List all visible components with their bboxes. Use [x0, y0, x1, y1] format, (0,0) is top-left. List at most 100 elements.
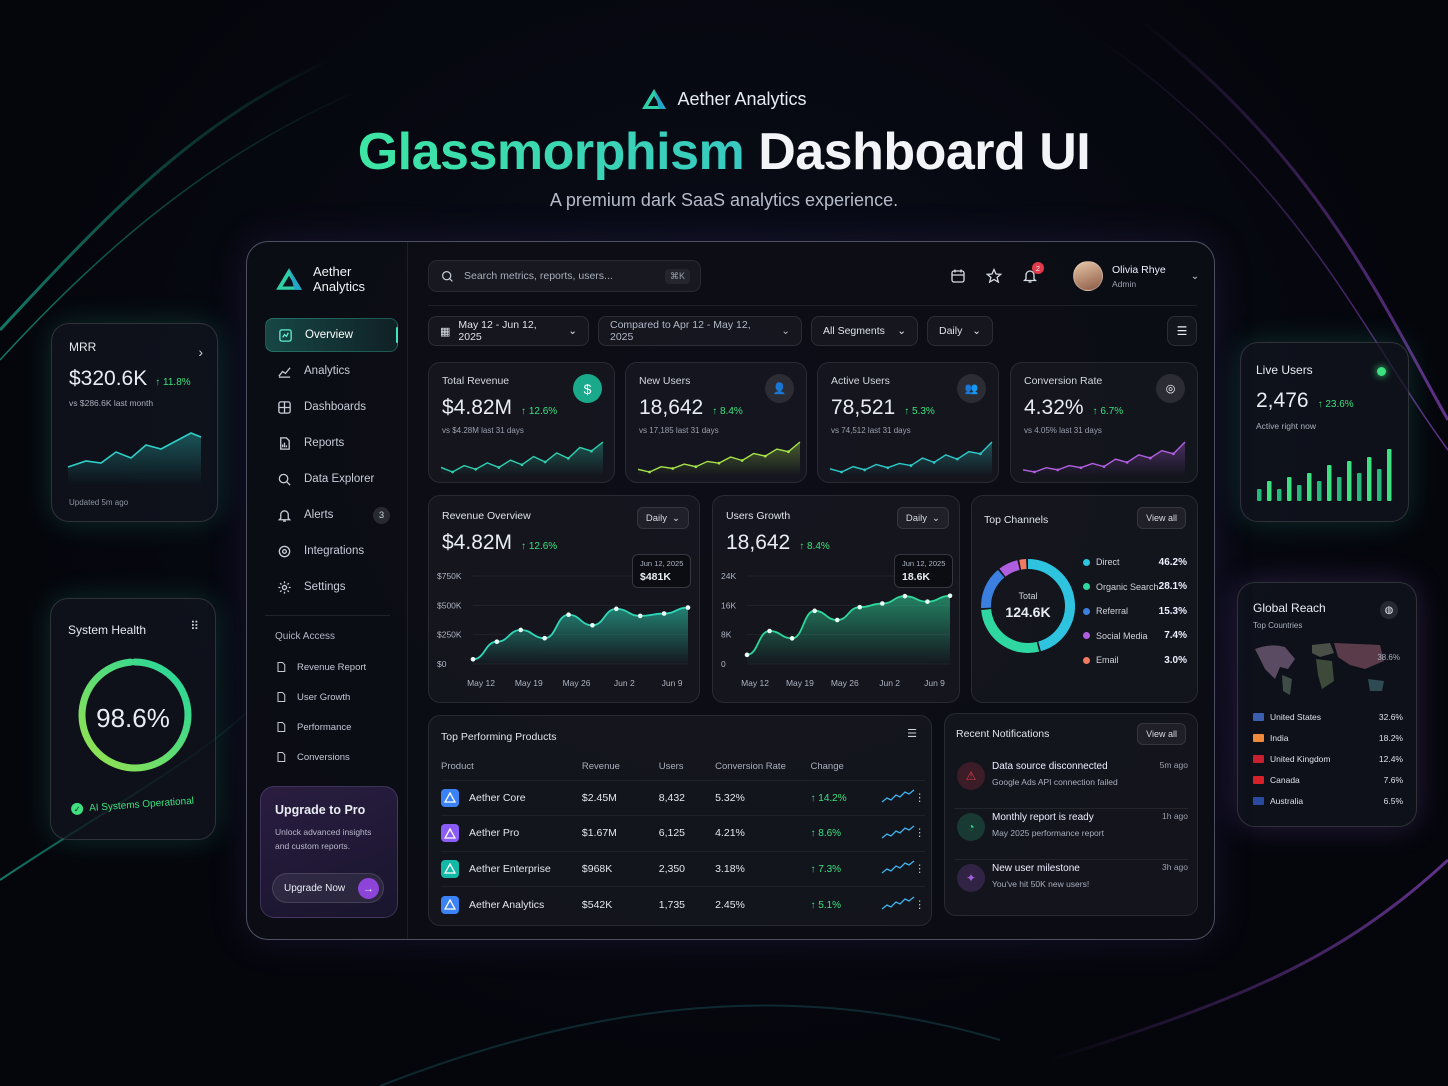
column-header[interactable]: Revenue	[581, 761, 620, 773]
globe-icon[interactable]: ◍	[1380, 601, 1398, 619]
sidebar-logo[interactable]: Aether Analytics	[275, 264, 365, 294]
column-header[interactable]: Product	[441, 761, 474, 773]
sidebar-item-label: Integrations	[304, 545, 365, 557]
compare-select[interactable]: Compared to Apr 12 - May 12, 2025 ⌄	[598, 316, 802, 346]
data-point[interactable]	[637, 613, 643, 619]
row-menu-icon[interactable]: ⋮	[914, 815, 925, 851]
y-tick-label: 0	[721, 659, 726, 669]
data-point[interactable]	[744, 652, 750, 658]
chevron-right-icon[interactable]: ›	[198, 344, 203, 360]
main-content: Search metrics, reports, users... ⌘K 2 O…	[428, 242, 1214, 939]
notifications-view-all-button[interactable]: View all	[1137, 723, 1186, 745]
quick-access-user-growth[interactable]: User Growth	[275, 682, 400, 712]
data-point[interactable]	[947, 593, 953, 599]
sidebar-item-alerts[interactable]: Alerts 3	[265, 498, 398, 532]
donut-slice-social-media[interactable]	[999, 560, 1020, 577]
date-range-select[interactable]: ▦ May 12 - Jun 12, 2025 ⌄	[428, 316, 589, 346]
data-point[interactable]	[590, 622, 595, 628]
list-icon[interactable]: ☰	[907, 728, 917, 740]
column-header[interactable]: Users	[658, 761, 684, 773]
table-row[interactable]: Aether Core $2.45M 8,432 5.32% ↑ 14.2% ⋮	[441, 779, 925, 816]
country-row: United Kingdom 12.4%	[1253, 749, 1403, 770]
data-point[interactable]	[902, 593, 908, 599]
kpi-change: ↑ 5.3%	[904, 406, 935, 417]
filter-settings-button[interactable]: ☰	[1167, 316, 1197, 346]
donut-slice-referral[interactable]	[981, 569, 1005, 609]
data-point[interactable]	[566, 612, 571, 618]
channel-legend-item: Referral 15.3%	[1083, 599, 1187, 624]
country-name: Australia	[1270, 795, 1304, 806]
channels-view-all-button[interactable]: View all	[1137, 507, 1186, 529]
data-point[interactable]	[925, 599, 930, 604]
product-revenue: $1.67M	[581, 815, 659, 851]
star-icon[interactable]	[986, 268, 1002, 284]
sidebar-item-data-explorer[interactable]: Data Explorer	[265, 462, 398, 496]
upgrade-now-button[interactable]: Upgrade Now →	[272, 873, 384, 903]
table-row[interactable]: Aether Pro $1.67M 6,125 4.21% ↑ 8.6% ⋮	[441, 815, 925, 851]
calendar-icon[interactable]	[950, 268, 966, 284]
data-point[interactable]	[857, 604, 863, 610]
sidebar-item-analytics[interactable]: Analytics	[265, 354, 398, 388]
mrr-value: $320.6K	[69, 367, 148, 390]
kpi-value: 78,521	[831, 396, 896, 419]
data-point[interactable]	[661, 611, 667, 616]
alerts-count-badge: 3	[373, 506, 390, 524]
revenue-granularity-select[interactable]: Daily ⌄	[636, 507, 689, 529]
revenue-overview-title: Revenue Overview	[442, 510, 531, 522]
filter-bar: ▦ May 12 - Jun 12, 2025 ⌄ Compared to Apr …	[428, 316, 993, 346]
upgrade-title: Upgrade to Pro	[275, 803, 366, 817]
map-percentage: 38.6%	[1377, 653, 1400, 662]
row-menu-icon[interactable]: ⋮	[914, 886, 925, 922]
row-menu-icon[interactable]: ⋮	[914, 779, 925, 816]
notifications-button[interactable]: 2	[1022, 262, 1044, 284]
row-menu-icon[interactable]: ⋮	[914, 850, 925, 887]
product-users: 6,125	[658, 815, 716, 851]
sidebar-item-integrations[interactable]: Integrations	[265, 534, 398, 568]
aether-logo-icon	[276, 268, 302, 290]
search-input[interactable]: Search metrics, reports, users... ⌘K	[428, 260, 701, 292]
data-point[interactable]	[494, 639, 500, 645]
data-point[interactable]	[685, 605, 691, 610]
notification-item[interactable]: ◔ Monthly report is ready May 2025 perform…	[954, 809, 1188, 860]
data-point[interactable]	[470, 657, 476, 662]
notification-item[interactable]: ⚠ Data source disconnected Google Ads API …	[954, 758, 1188, 809]
data-point[interactable]	[518, 627, 524, 633]
column-header[interactable]: Change	[810, 761, 844, 773]
product-logo-icon	[441, 824, 459, 843]
sidebar-item-reports[interactable]: Reports	[265, 426, 398, 460]
kpi-sparkline	[440, 441, 604, 476]
segment-select[interactable]: All Segments ⌄	[811, 316, 918, 346]
data-point[interactable]	[880, 601, 885, 606]
hero-brand: Aether Analytics	[0, 88, 1448, 110]
sidebar-item-dashboards[interactable]: Dashboards	[265, 390, 398, 424]
quick-access-conversions[interactable]: Conversions	[275, 742, 400, 772]
data-point[interactable]	[834, 617, 840, 623]
granularity-select[interactable]: Daily ⌄	[927, 316, 993, 346]
data-point[interactable]	[767, 628, 772, 634]
user-menu[interactable]: Olivia Rhye Admin ⌄	[1073, 261, 1199, 291]
donut-slice-email[interactable]	[1019, 559, 1027, 570]
notification-time: 5m ago	[1159, 760, 1188, 770]
kpi-sparkline-point	[1148, 456, 1152, 460]
quick-access-performance[interactable]: Performance	[275, 712, 400, 742]
product-revenue: $2.45M	[581, 779, 659, 816]
users-granularity-select[interactable]: Daily ⌄	[896, 507, 949, 529]
notification-item[interactable]: ✦ New user milestone You've hit 50K new us…	[954, 860, 1188, 910]
data-point[interactable]	[614, 606, 619, 612]
data-point[interactable]	[542, 635, 547, 641]
quick-access-revenue-report[interactable]: Revenue Report	[275, 652, 400, 682]
grid-dots-icon[interactable]: ⠿	[190, 619, 199, 633]
column-header[interactable]: Conversion Rate	[715, 761, 786, 773]
kpi-sparkline	[829, 441, 993, 476]
table-row[interactable]: Aether Analytics $542K 1,735 2.45% ↑ 5.1% ⋮	[441, 886, 925, 922]
data-point[interactable]	[812, 608, 817, 614]
bell-icon	[1022, 270, 1038, 283]
sidebar-item-overview[interactable]: Overview	[265, 318, 398, 352]
donut-slice-organic-search[interactable]	[981, 608, 1040, 653]
donut-slice-direct[interactable]	[1027, 559, 1075, 652]
table-row[interactable]: Aether Enterprise $968K 2,350 3.18% ↑ 7.3% ⋮	[441, 850, 925, 887]
users-icon: 👥	[957, 374, 986, 403]
data-point[interactable]	[789, 636, 795, 641]
sidebar-item-settings[interactable]: Settings	[265, 570, 398, 604]
product-sparkline	[881, 825, 914, 839]
